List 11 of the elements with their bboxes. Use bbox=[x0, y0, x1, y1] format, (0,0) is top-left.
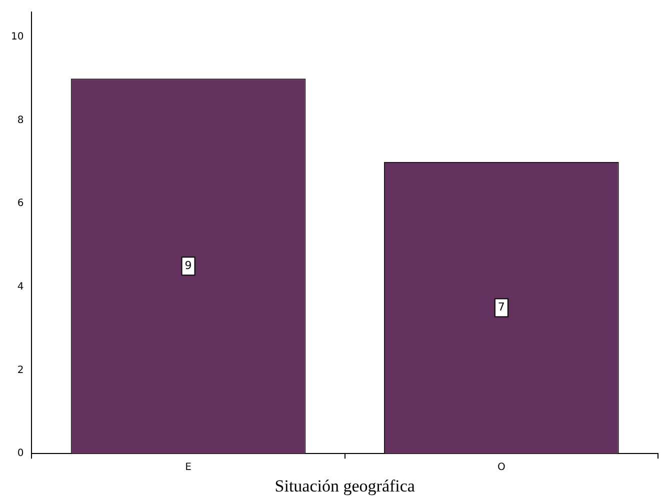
x-axis-title: Situación geográfica bbox=[274, 476, 416, 496]
data-label: 7 bbox=[498, 300, 505, 314]
x-tick-label: E bbox=[185, 462, 192, 474]
y-tick-label: 8 bbox=[17, 114, 24, 126]
data-label: 9 bbox=[184, 258, 192, 272]
x-tick-label: O bbox=[497, 462, 506, 474]
y-tick-label: 10 bbox=[10, 32, 24, 43]
y-tick-label: 2 bbox=[17, 364, 24, 376]
y-tick-label: 0 bbox=[17, 448, 24, 460]
y-tick-label: 6 bbox=[17, 198, 24, 210]
y-tick-label: 4 bbox=[17, 282, 24, 293]
